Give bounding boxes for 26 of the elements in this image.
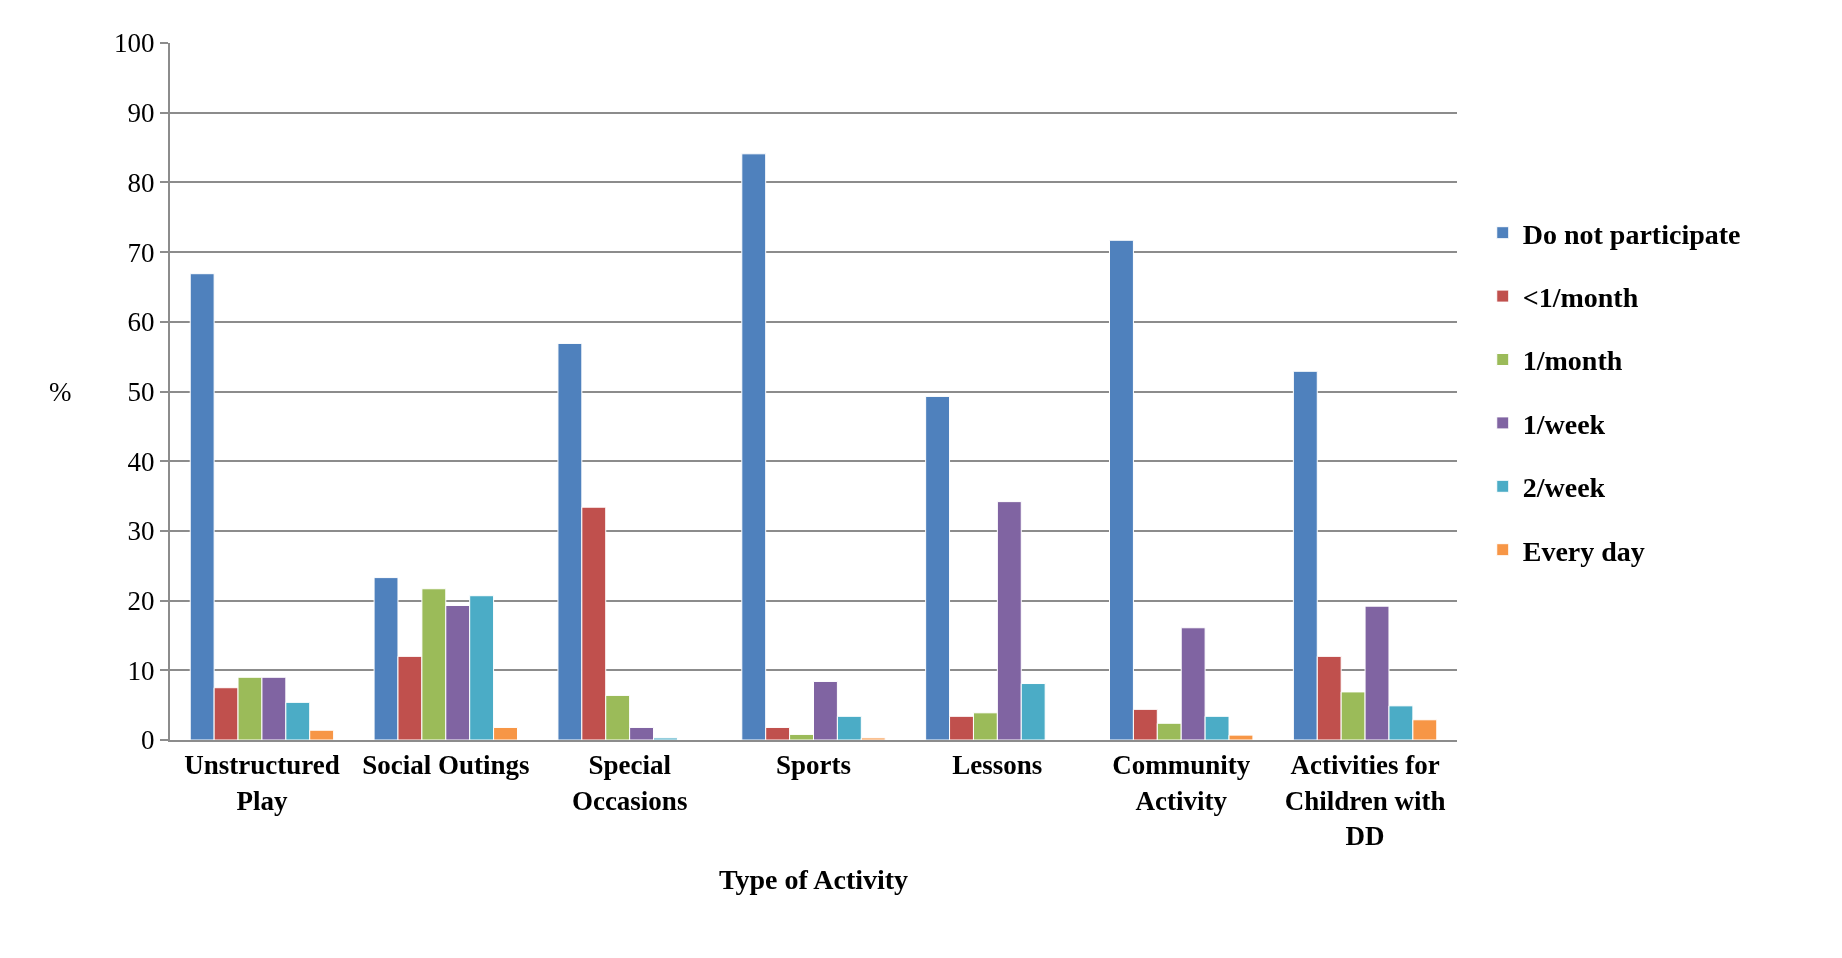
legend-label: 1/week (1522, 408, 1606, 440)
x-axis-title: Type of Activity (718, 864, 909, 896)
legend-label: <1/month (1522, 282, 1639, 314)
y-tick-label: 90 (127, 98, 155, 129)
legend-label: Do not participate (1522, 218, 1741, 250)
x-tick-label: Lessons (952, 750, 1043, 781)
legend-label: Every day (1522, 535, 1645, 567)
x-tick-label: Community Activity (1112, 750, 1251, 816)
x-tick-label: Social Outings (362, 750, 530, 781)
y-tick-label: 70 (127, 237, 155, 268)
y-tick-label: 40 (127, 446, 155, 477)
y-tick-label: 60 (127, 307, 155, 338)
legend-label: 2/week (1522, 472, 1606, 504)
y-axis-title: % (49, 377, 72, 407)
legend-label: 1/month (1522, 345, 1623, 377)
y-tick-label: 0 (141, 725, 155, 756)
x-tick-label: Sports (775, 750, 852, 781)
x-tick-label: Unstructured Play (184, 750, 340, 816)
x-tick-label: Special Occasions (571, 750, 688, 816)
y-tick-label: 50 (127, 376, 155, 407)
y-tick-label: 10 (127, 655, 155, 686)
x-tick-label: Activities for Children with DD (1284, 750, 1446, 851)
y-tick-label: 100 (114, 28, 155, 59)
y-tick-label: 20 (127, 586, 155, 617)
y-tick-label: 30 (127, 516, 155, 547)
y-tick-label: 80 (127, 167, 155, 198)
